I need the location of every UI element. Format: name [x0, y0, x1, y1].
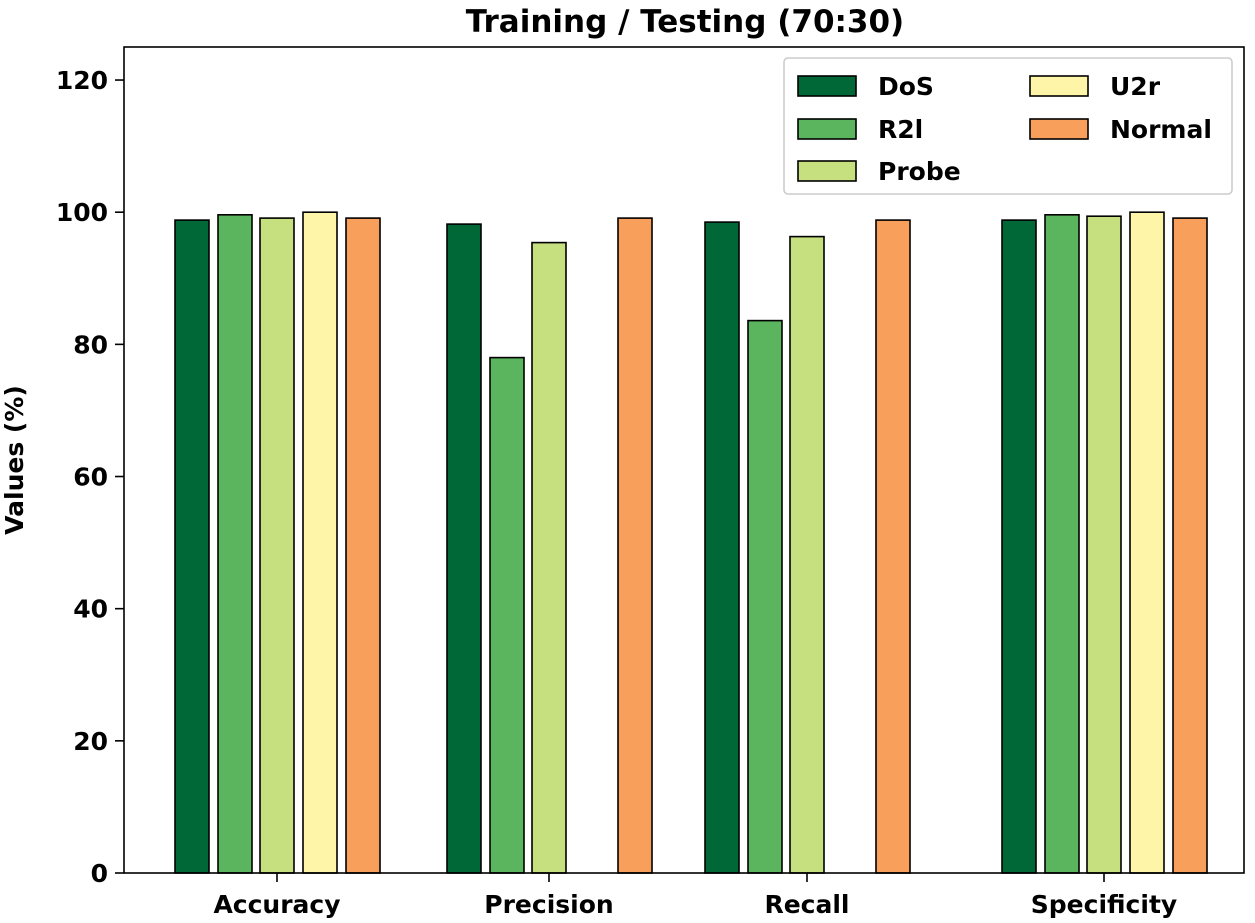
bar-u2r-specificity: [1129, 211, 1165, 874]
bar-dos-accuracy: [174, 219, 210, 874]
bar-u2r-accuracy: [302, 211, 338, 874]
bar-r2l-accuracy: [217, 214, 253, 874]
legend-swatch-u2r: [1029, 75, 1089, 97]
bar-probe-accuracy: [259, 217, 295, 874]
bars-layer: [174, 211, 1208, 874]
legend-frame: [783, 57, 1233, 195]
legend-swatch-normal: [1029, 118, 1089, 140]
bar-normal-accuracy: [345, 217, 381, 874]
y-axis: 0 20 40 60 80 100 120: [56, 66, 124, 888]
y-tick-label: 120: [56, 66, 108, 95]
x-axis: Accuracy Precision Recall Specificity: [213, 873, 1177, 919]
legend-label-probe: Probe: [878, 157, 961, 186]
bar-dos-precision: [446, 223, 482, 874]
y-tick-label: 40: [73, 595, 108, 624]
y-tick-label: 0: [91, 859, 108, 888]
bar-r2l-specificity: [1044, 214, 1080, 874]
plot-frame: [123, 46, 1245, 874]
x-tick-label-recall: Recall: [764, 890, 849, 919]
bar-normal-specificity: [1172, 217, 1208, 874]
y-tick-label: 60: [73, 463, 108, 492]
y-axis-label: Values (%): [0, 385, 29, 535]
legend-swatch-probe: [797, 160, 857, 182]
bar-dos-specificity: [1001, 219, 1037, 874]
legend-label-u2r: U2r: [1110, 72, 1161, 101]
legend-label-r2l: R2l: [878, 115, 923, 144]
x-tick-label-specificity: Specificity: [1031, 890, 1177, 919]
bar-probe-specificity: [1086, 215, 1122, 874]
bar-probe-recall: [789, 235, 825, 874]
bar-r2l-precision: [489, 356, 525, 874]
bar-probe-precision: [531, 241, 567, 874]
y-tick-label: 80: [73, 330, 108, 359]
x-tick-label-accuracy: Accuracy: [213, 890, 340, 919]
legend-label-normal: Normal: [1110, 115, 1212, 144]
legend: DoS R2l Probe U2r Normal: [783, 57, 1233, 195]
y-tick-label: 20: [73, 727, 108, 756]
y-tick-label: 100: [56, 198, 108, 227]
legend-label-dos: DoS: [878, 72, 934, 101]
bar-dos-recall: [704, 221, 740, 874]
legend-swatch-r2l: [797, 118, 857, 140]
chart-title: Training / Testing (70:30): [466, 4, 904, 40]
bar-normal-recall: [875, 219, 911, 874]
x-tick-label-precision: Precision: [484, 890, 613, 919]
bar-normal-precision: [617, 217, 653, 874]
legend-swatch-dos: [797, 75, 857, 97]
bar-r2l-recall: [747, 319, 783, 874]
